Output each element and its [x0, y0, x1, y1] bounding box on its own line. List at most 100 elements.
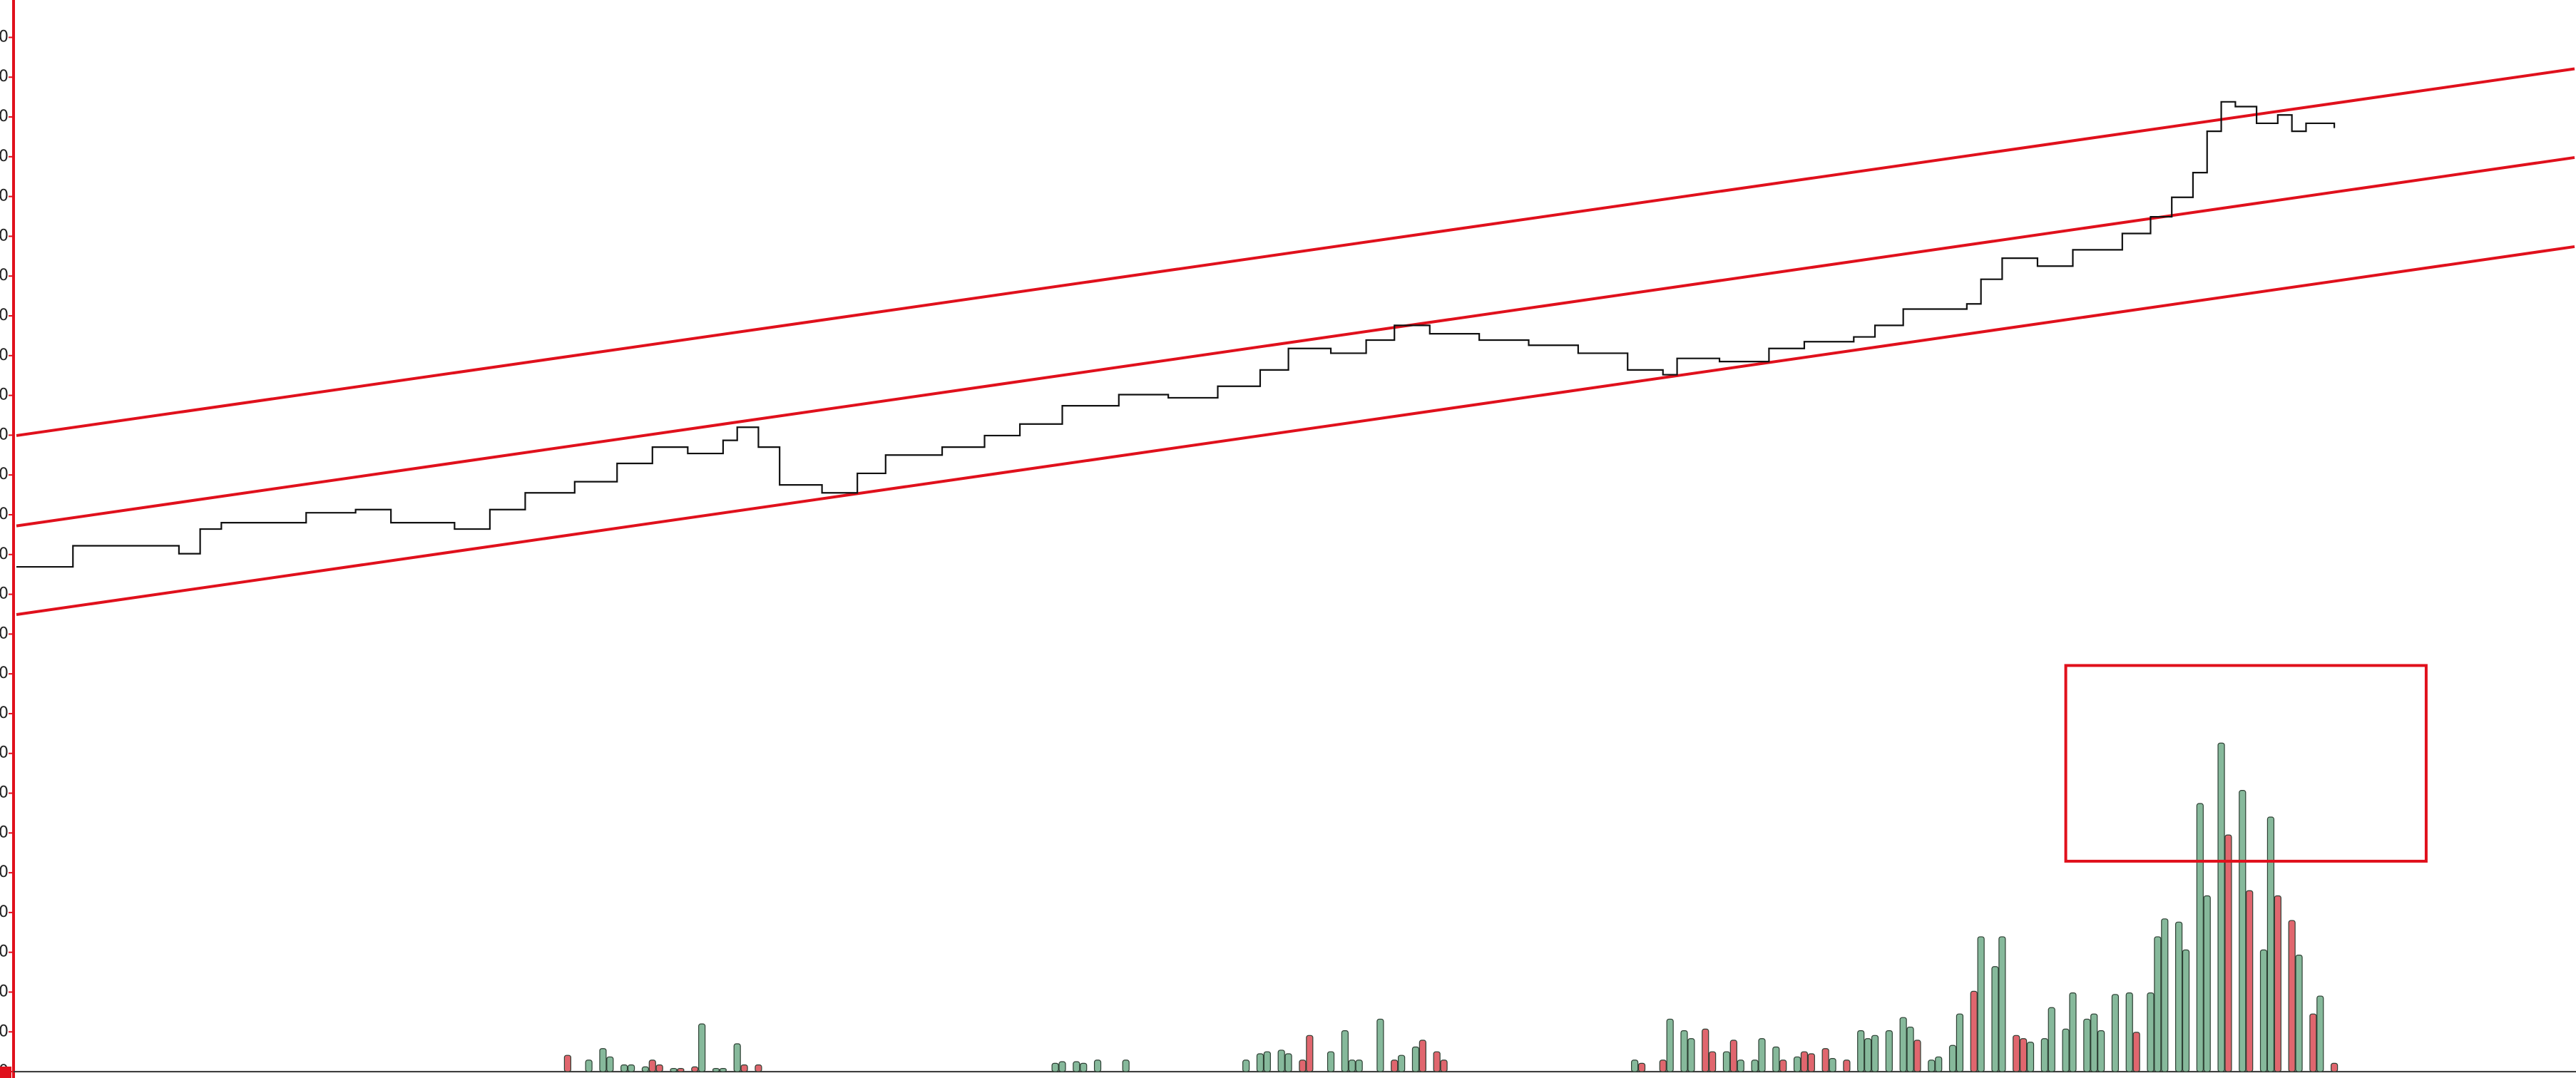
y-tick-label: 00 — [0, 664, 9, 682]
y-tick-label: 00 — [0, 386, 9, 404]
volume-bar — [1793, 1056, 1801, 1072]
volume-bar — [2111, 994, 2120, 1072]
volume-bar — [1242, 1059, 1250, 1072]
volume-bar — [2013, 1035, 2020, 1072]
y-tick-label: 00 — [0, 744, 9, 762]
volume-bar — [2288, 920, 2296, 1072]
volume-bar — [698, 1023, 706, 1072]
volume-bar — [2125, 992, 2133, 1072]
y-tick-label: 00 — [0, 585, 9, 603]
volume-bar — [1659, 1059, 1667, 1072]
volume-bar — [2217, 742, 2225, 1072]
volume-bar — [1666, 1018, 1674, 1072]
volume-bar — [2083, 1018, 2091, 1072]
volume-bar — [1758, 1038, 1766, 1072]
volume-bar — [719, 1068, 727, 1072]
volume-bar — [1998, 936, 2006, 1072]
y-tick-label: 00 — [0, 188, 9, 205]
volume-bar — [1751, 1059, 1759, 1072]
volume-bar — [1122, 1059, 1130, 1072]
volume-bar — [1737, 1059, 1744, 1072]
volume-bar — [2309, 1013, 2317, 1072]
volume-bar — [1637, 1062, 1646, 1072]
volume-bar — [1284, 1053, 1292, 1072]
annotation-box — [2064, 664, 2428, 863]
volume-bar — [2097, 1030, 2105, 1072]
volume-bar — [1263, 1051, 1271, 1072]
volume-bar — [2203, 895, 2211, 1072]
volume-bar — [1680, 1030, 1688, 1072]
volume-bar — [627, 1064, 635, 1072]
volume-bar — [2026, 1042, 2035, 1072]
volume-bar — [755, 1064, 762, 1072]
volume-bar — [2330, 1062, 2339, 1072]
volume-bar — [1913, 1040, 1921, 1072]
volume-bar — [1058, 1061, 1066, 1072]
volume-bar — [2246, 890, 2254, 1072]
volume-bar — [1977, 936, 1985, 1072]
volume-bar — [1391, 1059, 1399, 1072]
volume-bar — [1899, 1017, 1907, 1072]
y-tick-label: 00 — [0, 68, 9, 86]
volume-bar — [655, 1064, 663, 1072]
y-tick-label: 00 — [0, 943, 9, 961]
volume-bar — [1631, 1059, 1639, 1072]
y-tick-label: 00 — [0, 982, 9, 1000]
y-tick-label: 00 — [0, 784, 9, 802]
volume-bar — [620, 1064, 628, 1072]
y-tick-label: 00 — [0, 307, 9, 324]
volume-bar — [1277, 1049, 1285, 1072]
volume-bar — [740, 1064, 748, 1072]
volume-bar — [1800, 1051, 1809, 1072]
y-tick-label: 00 — [0, 148, 9, 165]
volume-bar — [2196, 803, 2204, 1072]
volume-bar — [1398, 1054, 1406, 1072]
volume-bar — [2316, 995, 2324, 1072]
volume-bar — [1970, 990, 1978, 1072]
volume-bar — [1928, 1059, 1936, 1072]
volume-bar — [1991, 966, 1999, 1072]
volume-bar — [1299, 1059, 1307, 1072]
volume-bar — [2274, 895, 2281, 1072]
volume-bar — [2266, 816, 2275, 1072]
volume-bar — [585, 1059, 593, 1072]
volume-bar — [2090, 1013, 2098, 1072]
volume-bar — [1857, 1030, 1865, 1072]
volume-bar — [641, 1066, 649, 1072]
volume-bar — [2239, 790, 2247, 1072]
y-tick-label: 00 — [0, 466, 9, 483]
y-tick-label: 00 — [0, 28, 9, 46]
y-tick-label: 00 — [0, 863, 9, 881]
y-tick-label: 00 — [0, 108, 9, 125]
volume-bar — [670, 1068, 678, 1072]
volume-bar — [1433, 1051, 1441, 1072]
y-tick-label: 00 — [0, 823, 9, 841]
volume-bar — [1327, 1051, 1335, 1072]
volume-bar — [1702, 1028, 1709, 1072]
y-tick-label: 00 — [0, 1022, 9, 1040]
volume-bar — [2161, 918, 2169, 1072]
volume-bar — [1376, 1018, 1384, 1072]
volume-bar — [1807, 1053, 1815, 1072]
volume-bar — [1419, 1040, 1426, 1072]
volume-bar — [1080, 1062, 1088, 1072]
volume-bar — [1772, 1046, 1780, 1072]
y-tick-label: 00 — [0, 426, 9, 443]
y-tick-label: 00 — [0, 903, 9, 921]
volume-bar — [1306, 1035, 1314, 1072]
volume-bar — [1906, 1026, 1914, 1072]
volume-bar — [2132, 1032, 2140, 1072]
volume-bar — [1779, 1059, 1787, 1072]
volume-bar — [712, 1068, 720, 1072]
volume-bar — [1956, 1013, 1964, 1072]
volume-bar — [1829, 1058, 1836, 1072]
volume-bar — [2069, 992, 2077, 1072]
volume-bar — [1843, 1059, 1851, 1072]
volume-bar — [2020, 1038, 2028, 1072]
volume-bar — [563, 1054, 571, 1072]
y-tick-label: 00 — [0, 267, 9, 284]
volume-bar — [648, 1059, 656, 1072]
volume-bar — [1948, 1044, 1957, 1072]
corner-marker — [0, 1067, 11, 1078]
